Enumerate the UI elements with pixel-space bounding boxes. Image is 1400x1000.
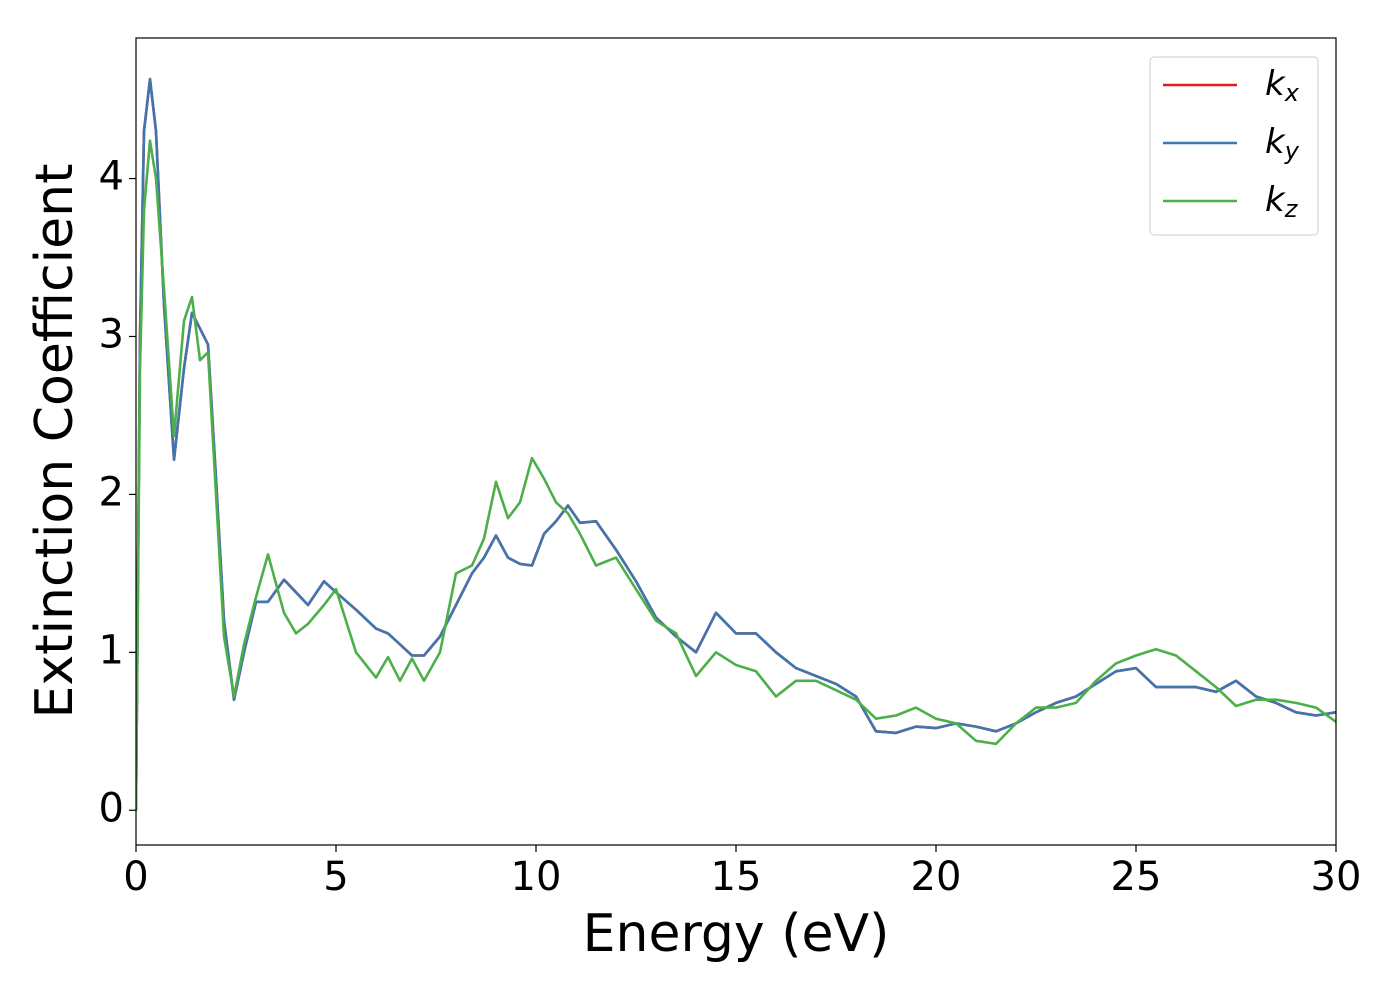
legend-label: kx	[1265, 64, 1300, 108]
legend-box	[1149, 56, 1319, 236]
plot-frame	[135, 37, 1337, 846]
x-tick-label: 30	[1311, 854, 1362, 900]
y-tick-label: 4	[99, 154, 124, 200]
y-axis-label: Extinction Coefficient	[25, 164, 85, 719]
legend-label: ky	[1265, 122, 1300, 166]
series-line	[136, 139, 1336, 811]
x-tick-label: 15	[711, 854, 762, 900]
x-tick-label: 10	[511, 854, 562, 900]
y-tick-label: 3	[99, 311, 124, 357]
x-tick-label: 0	[123, 854, 148, 900]
x-tick-label: 20	[911, 854, 962, 900]
x-axis-label: Energy (eV)	[583, 904, 890, 964]
legend-label: kz	[1265, 180, 1299, 224]
y-tick-label: 1	[99, 627, 124, 673]
x-tick-label: 5	[323, 854, 348, 900]
y-tick-label: 2	[99, 469, 124, 515]
x-tick-label: 25	[1111, 854, 1162, 900]
y-tick-label: 0	[99, 785, 124, 831]
